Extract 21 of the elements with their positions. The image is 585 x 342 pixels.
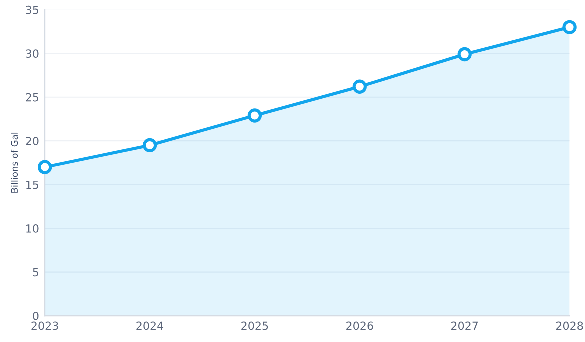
x-tick-label: 2025: [242, 322, 268, 330]
y-tick-label: 15: [26, 180, 39, 190]
y-tick-label: 0: [33, 312, 39, 320]
point: [562, 20, 577, 34]
x-tick-label: 2023: [32, 322, 58, 330]
x-tick-label: 2027: [452, 322, 478, 330]
x-tick-label: 2028: [556, 322, 584, 330]
y-tick-label: 5: [33, 268, 39, 277]
point: [142, 138, 158, 153]
x-tick-label: 2026: [346, 322, 374, 330]
y-tick-label: 20: [26, 137, 39, 146]
y-tick-label: 30: [26, 50, 39, 58]
x-tick-label: 2024: [136, 322, 164, 330]
point: [38, 160, 52, 174]
point: [458, 47, 472, 62]
y-axis-title: Billions of Gal: [11, 132, 18, 193]
point: [352, 80, 367, 94]
y-tick-label: 25: [26, 93, 39, 102]
point: [248, 108, 262, 123]
y-tick-label: 35: [26, 6, 39, 14]
y-tick-label: 10: [26, 224, 39, 233]
